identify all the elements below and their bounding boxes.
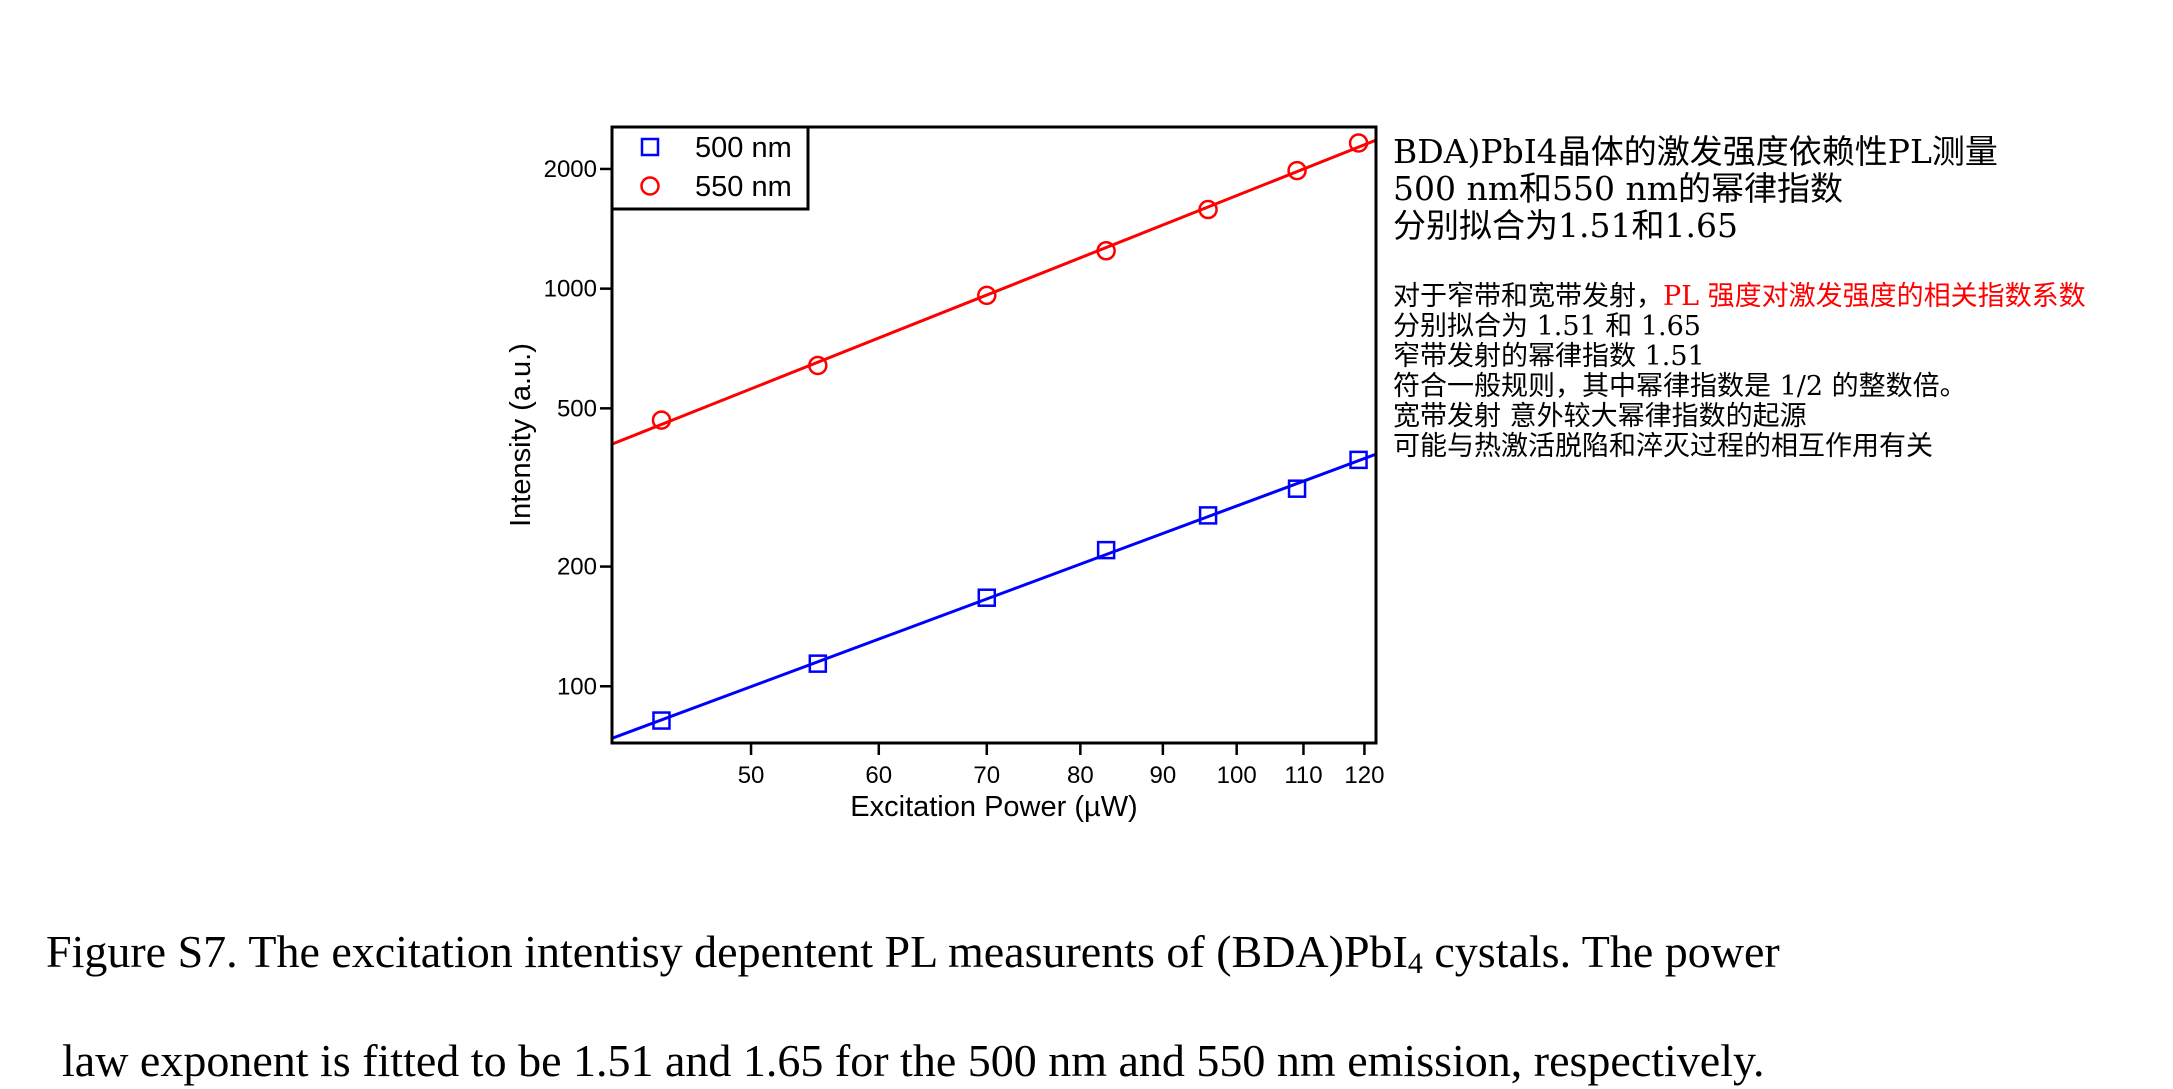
- y-axis-label: Intensity (a.u.): [505, 343, 537, 527]
- x-tick-label: 50: [738, 762, 765, 789]
- x-axis: 50 60 70 80 90 100 110 120: [738, 743, 1384, 789]
- y-tick-label: 500: [557, 395, 597, 422]
- annotation-detail-text: 对于窄带和宽带发射，: [1393, 281, 1663, 312]
- annotation-detail-line: 窄带发射的幂律指数 1.51: [1393, 341, 1705, 372]
- x-tick-label: 70: [973, 762, 1000, 789]
- fit-lines: [612, 138, 1376, 740]
- data-point-circle: [1198, 199, 1218, 220]
- annotation-detail-line: 符合一般规则，其中幂律指数是 1/2 的整数倍。: [1393, 371, 1967, 402]
- figure-caption-line-1: Figure S7. The excitation intentisy depe…: [46, 925, 1780, 981]
- y-tick-label: 2000: [544, 156, 597, 183]
- plot-frame: [610, 125, 1378, 745]
- legend-box: [610, 125, 810, 211]
- annotation-main-line: 分别拟合为1.51和1.65: [1393, 206, 1738, 245]
- data-point-circle: [808, 355, 828, 376]
- y-axis: 100 200 500 1000 2000: [544, 156, 612, 700]
- annotation-detail-line: 分别拟合为 1.51 和 1.65: [1393, 311, 1701, 342]
- annotation-detail-line: 宽带发射 意外较大幂律指数的起源: [1393, 401, 1807, 432]
- data-points: [651, 133, 1369, 730]
- data-point-square: [652, 711, 671, 730]
- caption-text: Figure S7. The excitation intentisy depe…: [46, 926, 1408, 977]
- x-tick-label: 80: [1067, 762, 1094, 789]
- annotation-detail-line: 可能与热激活脱陷和淬灭过程的相互作用有关: [1393, 431, 1933, 462]
- data-point-square: [977, 588, 997, 607]
- x-tick-label: 60: [865, 762, 892, 789]
- y-tick-label: 200: [557, 554, 597, 581]
- legend-circle-marker: [640, 176, 660, 196]
- y-tick-label: 100: [557, 673, 597, 700]
- y-tick-label: 1000: [544, 276, 597, 303]
- caption-text: cystals. The power: [1422, 926, 1780, 977]
- x-tick-label: 120: [1344, 762, 1384, 789]
- x-tick-label: 90: [1150, 762, 1177, 789]
- annotation-main: BDA)PbI4晶体的激发强度依赖性PL测量 500 nm和550 nm的幂律指…: [1393, 133, 1998, 244]
- data-point-circle: [651, 410, 672, 430]
- data-point-circle: [977, 285, 997, 306]
- figure-caption-line-2: law exponent is fitted to be 1.51 and 1.…: [62, 1035, 1765, 1086]
- data-point-circle: [1287, 160, 1307, 181]
- annotation-detail: 对于窄带和宽带发射，PL 强度对激发强度的相关指数系数 分别拟合为 1.51 和…: [1393, 282, 2086, 462]
- annotation-detail-line: 对于窄带和宽带发射，PL 强度对激发强度的相关指数系数: [1393, 282, 2086, 312]
- legend-label: 500 nm: [695, 132, 792, 164]
- caption-subscript: 4: [1407, 947, 1423, 980]
- legend: 500 nm 550 nm: [610, 125, 810, 211]
- data-point-square: [808, 654, 828, 673]
- annotation-highlight: PL 强度对激发强度的相关指数系数: [1663, 281, 2086, 312]
- data-point-circle: [1348, 133, 1369, 153]
- data-point-square: [1198, 506, 1218, 525]
- annotation-main-line: BDA)PbI4晶体的激发强度依赖性PL测量: [1393, 132, 1998, 171]
- x-tick-label: 100: [1217, 762, 1257, 789]
- annotation-main-line: 500 nm和550 nm的幂律指数: [1393, 169, 1844, 208]
- data-point-square: [1287, 479, 1307, 498]
- data-point-square: [1096, 540, 1116, 560]
- x-axis-label: Excitation Power (µW): [850, 791, 1137, 823]
- data-point-circle: [1096, 241, 1116, 261]
- x-tick-label: 110: [1284, 762, 1322, 789]
- data-point-square: [1349, 450, 1368, 470]
- legend-label: 550 nm: [695, 171, 792, 203]
- legend-square-marker: [640, 137, 660, 157]
